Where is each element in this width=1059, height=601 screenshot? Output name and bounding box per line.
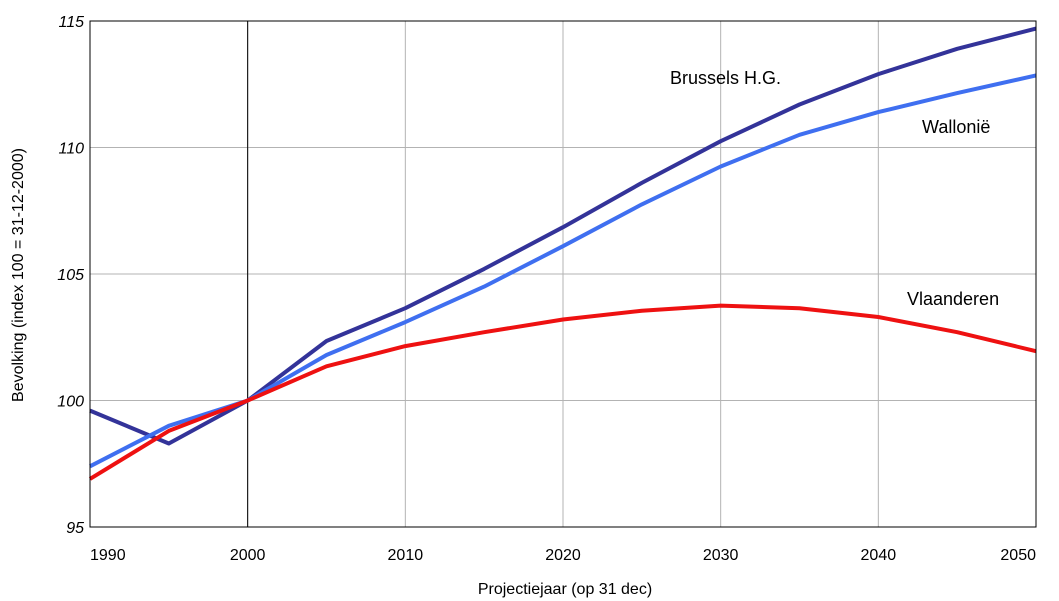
x-tick-labels: 1990 2000 2010 2020 2030 2040 2050 (90, 547, 1036, 564)
x-tick-label: 2020 (545, 547, 581, 564)
y-tick-label: 100 (57, 394, 84, 411)
x-tick-label: 2000 (230, 547, 266, 564)
x-tick-label: 2030 (703, 547, 739, 564)
series-labels: Brussels H.G. Wallonië Vlaanderen (670, 68, 999, 309)
y-tick-label: 110 (58, 141, 84, 158)
grid (89, 20, 1037, 528)
series-lines (88, 26, 1037, 481)
x-tick-label: 2010 (388, 547, 424, 564)
series-label-vlaanderen: Vlaanderen (907, 289, 999, 309)
x-tick-label: 2040 (861, 547, 897, 564)
y-axis-title: Bevolking (index 100 = 31-12-2000) (10, 148, 27, 402)
series-line-vlaanderen (88, 303, 1037, 481)
x-tick-label: 1990 (90, 547, 126, 564)
y-tick-label: 115 (58, 14, 84, 31)
series-label-wallonie: Wallonië (922, 117, 990, 137)
x-tick-label: 2050 (1000, 547, 1036, 564)
series-label-brussels: Brussels H.G. (670, 68, 781, 88)
plot-frame (89, 20, 1037, 528)
x-axis-title: Projectiejaar (op 31 dec) (478, 581, 652, 598)
y-tick-label: 95 (66, 520, 84, 537)
y-tick-label: 105 (57, 267, 84, 284)
y-tick-labels: 95 100 105 110 115 (57, 14, 84, 537)
